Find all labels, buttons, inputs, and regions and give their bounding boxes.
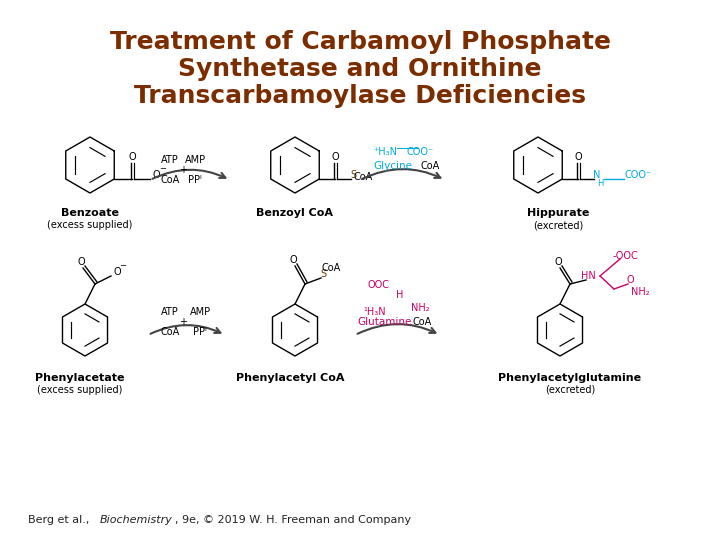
- Text: Synthetase and Ornithine: Synthetase and Ornithine: [179, 57, 541, 81]
- Text: Phenylacetylglutamine: Phenylacetylglutamine: [498, 373, 642, 383]
- Text: (excess supplied): (excess supplied): [48, 220, 132, 230]
- Text: CoA: CoA: [161, 175, 179, 185]
- Text: (excess supplied): (excess supplied): [37, 385, 122, 395]
- Text: Glycine: Glycine: [374, 161, 413, 171]
- Text: Glutamine: Glutamine: [358, 317, 412, 327]
- Text: (excreted): (excreted): [545, 385, 595, 395]
- Text: ⁺H₃N: ⁺H₃N: [373, 147, 397, 157]
- Text: Benzoyl CoA: Benzoyl CoA: [256, 208, 333, 218]
- Text: H: H: [396, 290, 404, 300]
- Text: ATP: ATP: [161, 155, 179, 165]
- Text: (excreted): (excreted): [533, 220, 583, 230]
- Text: O: O: [113, 267, 121, 277]
- Text: H: H: [597, 179, 603, 187]
- Text: Treatment of Carbamoyl Phosphate: Treatment of Carbamoyl Phosphate: [109, 30, 611, 54]
- Text: Hippurate: Hippurate: [527, 208, 589, 218]
- Text: PPᴵ: PPᴵ: [188, 175, 202, 185]
- Text: CoA: CoA: [413, 317, 431, 327]
- Text: O: O: [554, 257, 562, 267]
- Text: ¹H₃N: ¹H₃N: [364, 307, 387, 317]
- Text: CoA: CoA: [420, 161, 440, 171]
- Text: N: N: [593, 170, 600, 180]
- Text: O: O: [289, 255, 297, 265]
- Text: +: +: [179, 317, 187, 327]
- Text: S: S: [350, 170, 356, 180]
- Text: O: O: [128, 152, 136, 162]
- Text: Biochemistry: Biochemistry: [100, 515, 173, 525]
- Text: OOC: OOC: [367, 280, 389, 290]
- Text: ATP: ATP: [161, 307, 179, 317]
- Text: HN: HN: [580, 271, 595, 281]
- Text: CoA: CoA: [161, 327, 179, 337]
- Text: CoA: CoA: [321, 263, 341, 273]
- Text: NH₂: NH₂: [631, 287, 649, 297]
- Text: CoA: CoA: [354, 172, 373, 182]
- Text: NH₂: NH₂: [410, 303, 429, 313]
- Text: -OOC: -OOC: [612, 251, 638, 261]
- Text: COO⁻: COO⁻: [406, 147, 433, 157]
- Text: AMP: AMP: [189, 307, 210, 317]
- Text: −: −: [120, 261, 127, 271]
- Text: Berg et al.,: Berg et al.,: [28, 515, 93, 525]
- Text: S: S: [320, 269, 326, 279]
- Text: Phenylacetate: Phenylacetate: [35, 373, 125, 383]
- Text: Phenylacetyl CoA: Phenylacetyl CoA: [235, 373, 344, 383]
- Text: AMP: AMP: [184, 155, 206, 165]
- Text: Transcarbamoylase Deficiencies: Transcarbamoylase Deficiencies: [134, 84, 586, 108]
- Text: O: O: [626, 275, 634, 285]
- Text: +: +: [179, 165, 187, 175]
- Text: −: −: [158, 165, 166, 173]
- Text: O: O: [575, 152, 582, 162]
- Text: O: O: [77, 257, 85, 267]
- Text: , 9e, © 2019 W. H. Freeman and Company: , 9e, © 2019 W. H. Freeman and Company: [175, 515, 411, 525]
- Text: Benzoate: Benzoate: [61, 208, 119, 218]
- Text: O: O: [331, 152, 339, 162]
- Text: PPᴵ: PPᴵ: [193, 327, 207, 337]
- Text: COO⁻: COO⁻: [625, 170, 652, 180]
- Text: O: O: [153, 170, 160, 180]
